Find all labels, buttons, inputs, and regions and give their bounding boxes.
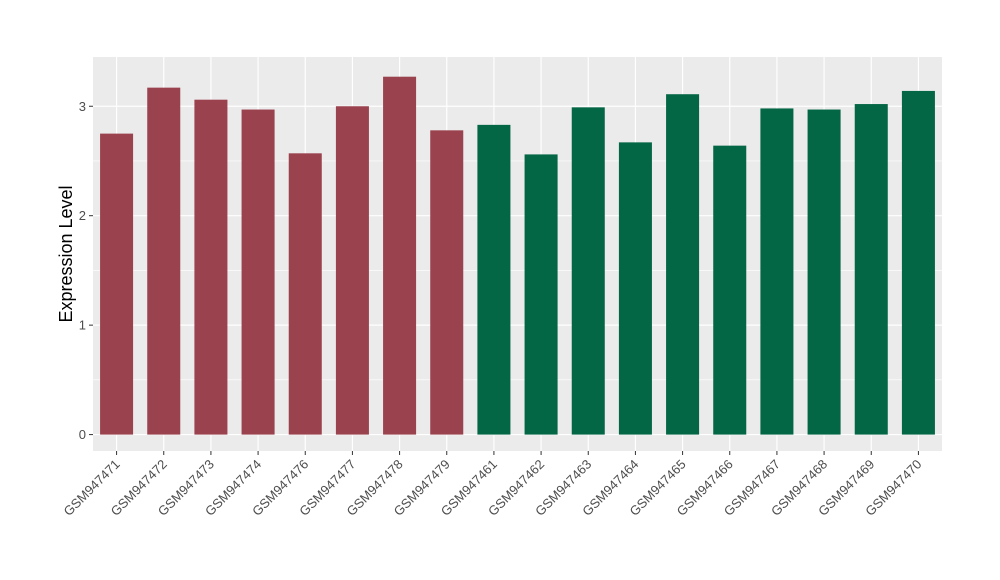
y-tick-label: 3 <box>79 99 86 114</box>
plot-panel <box>93 57 942 451</box>
y-tick-label: 1 <box>79 318 86 333</box>
bars <box>100 76 935 435</box>
bar-GSM947462 <box>524 154 558 435</box>
bar-GSM947470 <box>901 90 935 435</box>
bar-GSM947471 <box>100 133 134 435</box>
y-tick-label: 0 <box>79 427 86 442</box>
bar-GSM947472 <box>147 87 181 435</box>
bar-GSM947463 <box>571 107 605 435</box>
bar-GSM947478 <box>383 76 417 435</box>
y-axis-label: Expression Level <box>56 185 76 322</box>
bar-GSM947468 <box>807 109 841 435</box>
bar-GSM947474 <box>241 109 275 435</box>
bar-GSM947476 <box>288 153 322 435</box>
bar-GSM947467 <box>760 108 794 435</box>
bar-GSM947465 <box>666 94 700 435</box>
bar-GSM947469 <box>854 104 888 435</box>
bar-GSM947477 <box>335 106 369 435</box>
bar-GSM947466 <box>713 145 747 435</box>
bar-GSM947461 <box>477 124 511 435</box>
bar-GSM947479 <box>430 130 464 435</box>
bar-GSM947473 <box>194 99 228 435</box>
bar-GSM947464 <box>618 142 652 435</box>
y-tick-label: 2 <box>79 208 86 223</box>
